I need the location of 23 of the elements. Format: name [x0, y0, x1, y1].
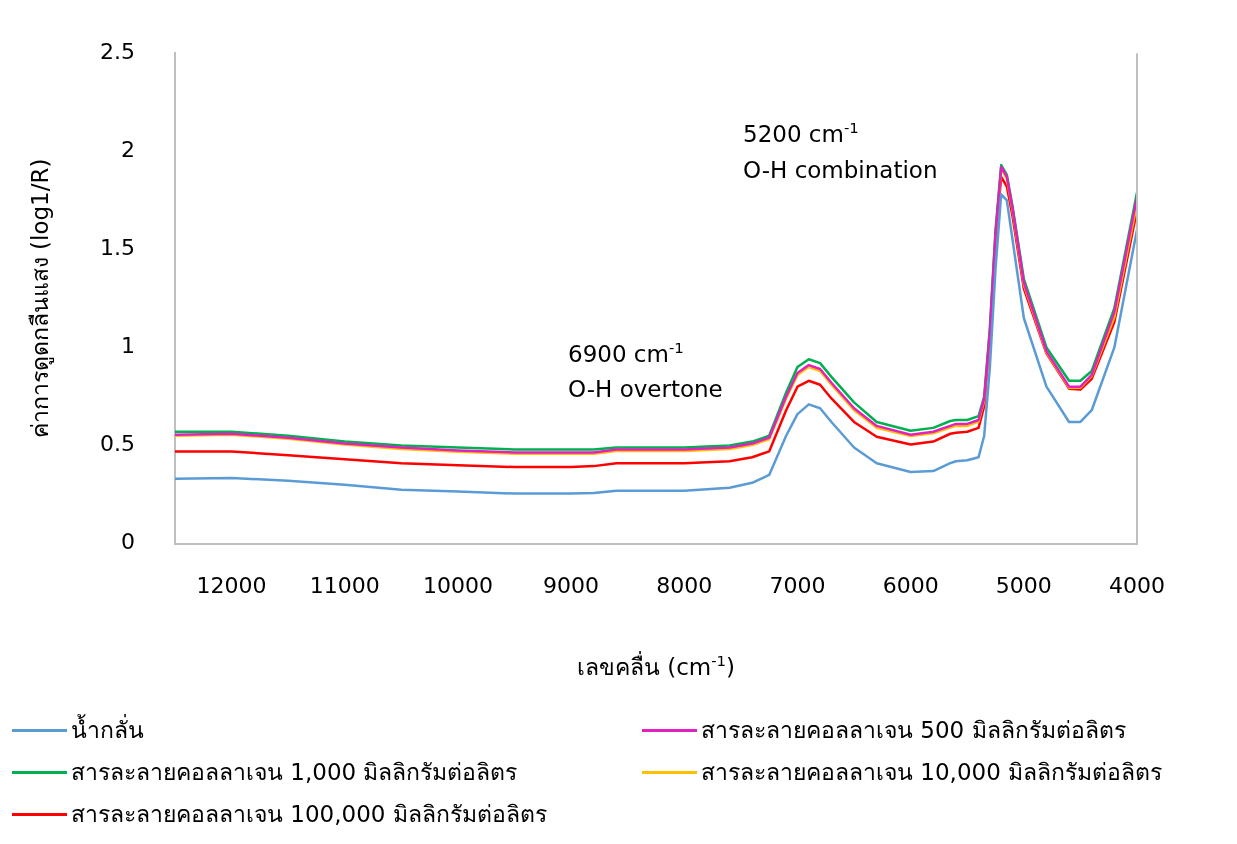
legend-label: น้ำกลั่น	[71, 713, 144, 745]
x-tick-label: 4000	[1109, 572, 1165, 598]
y-tick-label: 0.5	[99, 431, 135, 457]
legend-label: สารละลายคอลลาเจน 10,000 มิลลิกรัมต่อลิตร	[701, 758, 1163, 787]
y-axis-title: ค่าการดูดกลืนแสง (log1/R)	[27, 158, 54, 439]
x-tick-label: 8000	[656, 572, 713, 598]
legend-label: สารละลายคอลลาเจน 500 มิลลิกรัมต่อลิตร	[701, 716, 1126, 745]
x-tick-label: 7000	[769, 572, 826, 598]
y-tick-label: 0	[120, 529, 135, 555]
legend-label: สารละลายคอลลาเจน 1,000 มิลลิกรัมต่อลิตร	[71, 758, 518, 787]
y-tick-label: 2	[120, 137, 135, 162]
annotation: O-H combination	[743, 157, 938, 183]
legend-label: สารละลายคอลลาเจน 100,000 มิลลิกรัมต่อลิตร	[71, 800, 547, 829]
x-tick-label: 9000	[543, 572, 600, 598]
x-tick-label: 11000	[309, 572, 380, 598]
x-tick-label: 5000	[995, 572, 1052, 598]
x-tick-label: 12000	[196, 572, 267, 598]
annotation: O-H overtone	[568, 376, 723, 402]
y-tick-label: 1	[120, 333, 135, 359]
y-tick-label: 2.5	[99, 38, 135, 64]
x-tick-label: 6000	[882, 572, 939, 598]
x-tick-label: 10000	[422, 572, 493, 598]
y-tick-label: 1.5	[99, 235, 135, 261]
